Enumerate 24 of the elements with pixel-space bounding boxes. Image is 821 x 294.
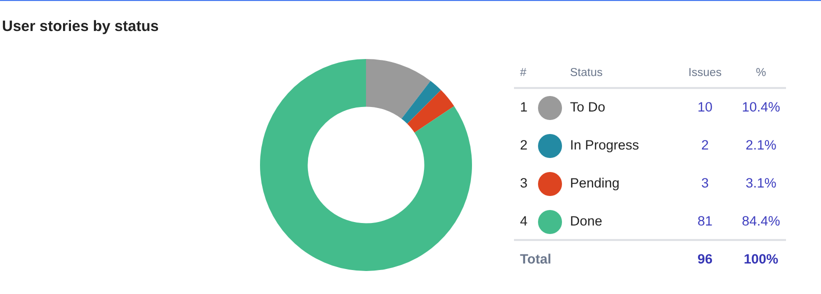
text: % bbox=[756, 67, 766, 80]
text: 3 bbox=[701, 176, 709, 191]
data-label: 2 bbox=[520, 138, 528, 153]
text: 2 bbox=[701, 138, 709, 153]
data-label: 10 bbox=[697, 100, 713, 115]
text: 1 bbox=[520, 100, 528, 115]
text: 4 bbox=[520, 214, 528, 229]
text: 96 bbox=[697, 252, 713, 267]
legend-label: In Progress bbox=[570, 138, 640, 153]
legend-label: Done bbox=[570, 214, 602, 229]
text: Issues bbox=[688, 67, 722, 80]
text: Status bbox=[570, 67, 603, 80]
data-label: 81 bbox=[697, 214, 713, 229]
text: 10.4% bbox=[742, 100, 780, 115]
text: 100% bbox=[744, 252, 778, 267]
text: # bbox=[520, 67, 527, 80]
text: User stories by status bbox=[2, 18, 159, 35]
text: 2.1% bbox=[746, 138, 776, 153]
data-label: 3 bbox=[520, 176, 528, 191]
text: 84.4% bbox=[742, 214, 780, 229]
legend-label: Pending bbox=[570, 176, 620, 191]
text: Total bbox=[520, 252, 552, 267]
legend-label: To Do bbox=[570, 100, 606, 115]
text: 3.1% bbox=[746, 176, 776, 191]
